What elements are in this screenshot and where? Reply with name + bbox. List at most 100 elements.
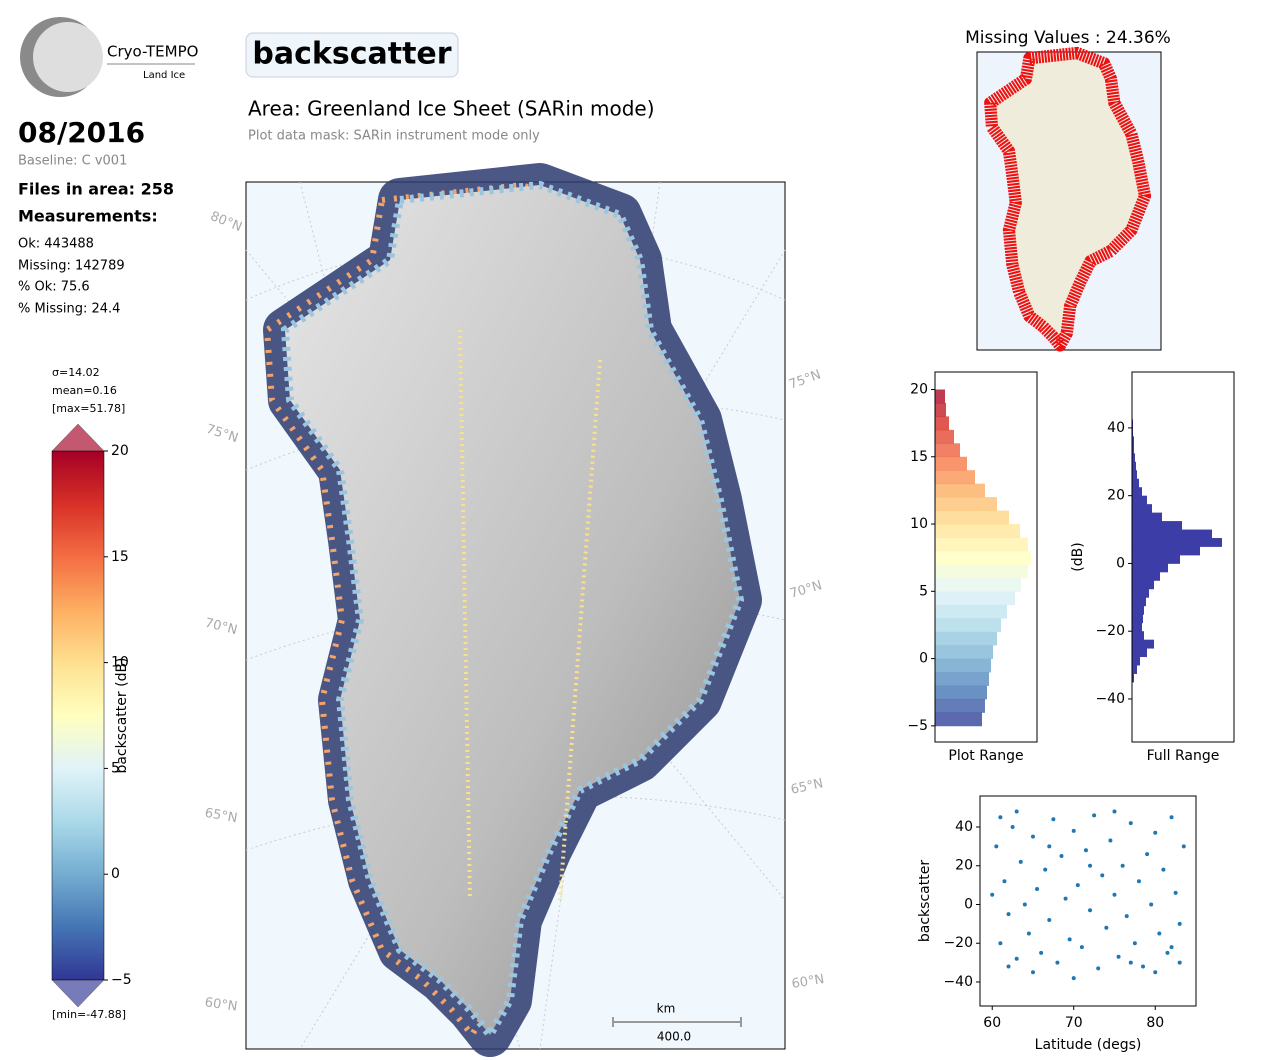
bar bbox=[1132, 622, 1142, 632]
bar bbox=[1132, 614, 1143, 624]
x-axis-label: Plot Range bbox=[948, 748, 1023, 764]
bar bbox=[935, 685, 987, 700]
bar bbox=[1132, 470, 1137, 480]
missing-map-title: Missing Values : 24.36% bbox=[965, 28, 1171, 48]
point bbox=[1096, 966, 1101, 971]
bar bbox=[935, 550, 1031, 565]
bar bbox=[935, 429, 954, 444]
y-tick-label: 40 bbox=[955, 819, 973, 835]
y-tick-label: 5 bbox=[919, 583, 928, 599]
lat-label: 75°N bbox=[787, 367, 823, 392]
bar bbox=[1132, 665, 1137, 674]
y-tick-label: 20 bbox=[910, 381, 928, 397]
point bbox=[1047, 917, 1052, 922]
bar bbox=[935, 402, 946, 417]
y-tick-label: 15 bbox=[111, 549, 129, 565]
bar bbox=[1132, 656, 1140, 666]
bar bbox=[1132, 588, 1149, 598]
point bbox=[1165, 950, 1170, 955]
bar bbox=[935, 497, 997, 511]
bar bbox=[1132, 453, 1135, 463]
scale-unit: km bbox=[657, 1002, 676, 1016]
bar bbox=[935, 510, 1009, 525]
y-tick-label: 15 bbox=[910, 449, 928, 465]
point bbox=[1153, 830, 1158, 835]
bar bbox=[1132, 546, 1200, 556]
y-tick-label: −5 bbox=[111, 972, 132, 988]
point bbox=[1169, 815, 1174, 820]
bar bbox=[935, 604, 1007, 619]
annotation: [min=-47.88] bbox=[52, 1008, 126, 1021]
axes-frame bbox=[979, 795, 1197, 1007]
bar bbox=[1132, 571, 1160, 581]
point bbox=[1035, 886, 1040, 891]
bar bbox=[1132, 461, 1136, 471]
point bbox=[1026, 931, 1031, 936]
x-axis-label: Full Range bbox=[1147, 748, 1220, 764]
axes-frame bbox=[934, 371, 1038, 743]
main-map: 80°N 75°N 70°N 65°N 60°N 75°N 70°N 65°N … bbox=[203, 182, 825, 1049]
colorbar bbox=[51, 450, 105, 981]
bar bbox=[1132, 563, 1168, 573]
point bbox=[1071, 828, 1076, 833]
bar bbox=[1132, 495, 1147, 505]
point bbox=[1088, 863, 1093, 868]
bar bbox=[935, 712, 982, 727]
point bbox=[1112, 809, 1117, 814]
bar bbox=[1132, 631, 1144, 641]
bar bbox=[935, 443, 960, 458]
point bbox=[1014, 809, 1019, 814]
y-tick-label: 0 bbox=[111, 866, 120, 882]
point bbox=[1116, 954, 1121, 959]
axes-frame bbox=[1131, 371, 1235, 743]
point bbox=[1177, 960, 1182, 965]
point bbox=[1018, 859, 1023, 864]
point bbox=[1169, 945, 1174, 950]
measurements: Measurements: bbox=[18, 207, 158, 226]
bar bbox=[1132, 436, 1134, 446]
y-tick-label: 0 bbox=[964, 896, 973, 912]
point bbox=[1006, 964, 1011, 969]
point bbox=[1002, 879, 1007, 884]
lat-label: 75°N bbox=[204, 422, 240, 446]
point bbox=[1047, 844, 1052, 849]
point bbox=[1030, 834, 1035, 839]
point bbox=[1112, 892, 1117, 897]
point bbox=[1157, 931, 1162, 936]
point bbox=[1055, 960, 1060, 965]
y-tick-label: 5 bbox=[111, 760, 120, 776]
bar bbox=[935, 631, 997, 646]
point bbox=[1083, 848, 1088, 853]
point bbox=[1100, 873, 1105, 878]
stat: Ok: 443488 bbox=[18, 237, 94, 252]
y-tick-label: 10 bbox=[910, 516, 928, 532]
y-axis-label: (dB) bbox=[1070, 542, 1086, 571]
colorbar-extend bbox=[51, 423, 105, 452]
bar bbox=[935, 537, 1028, 552]
point bbox=[1153, 970, 1158, 975]
point bbox=[1145, 852, 1150, 857]
baseline: Baseline: C v001 bbox=[18, 154, 127, 169]
bar bbox=[1132, 521, 1182, 530]
point bbox=[1181, 844, 1186, 849]
logo-title: Cryo-TEMPO bbox=[107, 43, 198, 61]
bar bbox=[935, 483, 985, 498]
lat-label: 80°N bbox=[208, 209, 244, 235]
y-tick-label: −40 bbox=[943, 974, 973, 990]
bar bbox=[1132, 605, 1144, 615]
bar bbox=[1132, 529, 1212, 539]
bar bbox=[1132, 512, 1162, 522]
x-tick-label: 70 bbox=[1065, 1015, 1083, 1031]
mask: Plot data mask: SARin instrument mode on… bbox=[248, 129, 540, 144]
y-tick-label: −20 bbox=[1095, 623, 1125, 639]
y-tick-label: 20 bbox=[955, 858, 973, 874]
lat-label: 70°N bbox=[203, 616, 238, 638]
lat-label: 60°N bbox=[791, 972, 826, 992]
y-tick-label: 20 bbox=[1107, 488, 1125, 504]
point bbox=[1141, 964, 1146, 969]
point bbox=[1022, 902, 1027, 907]
bar bbox=[1132, 444, 1134, 454]
point bbox=[1136, 879, 1141, 884]
